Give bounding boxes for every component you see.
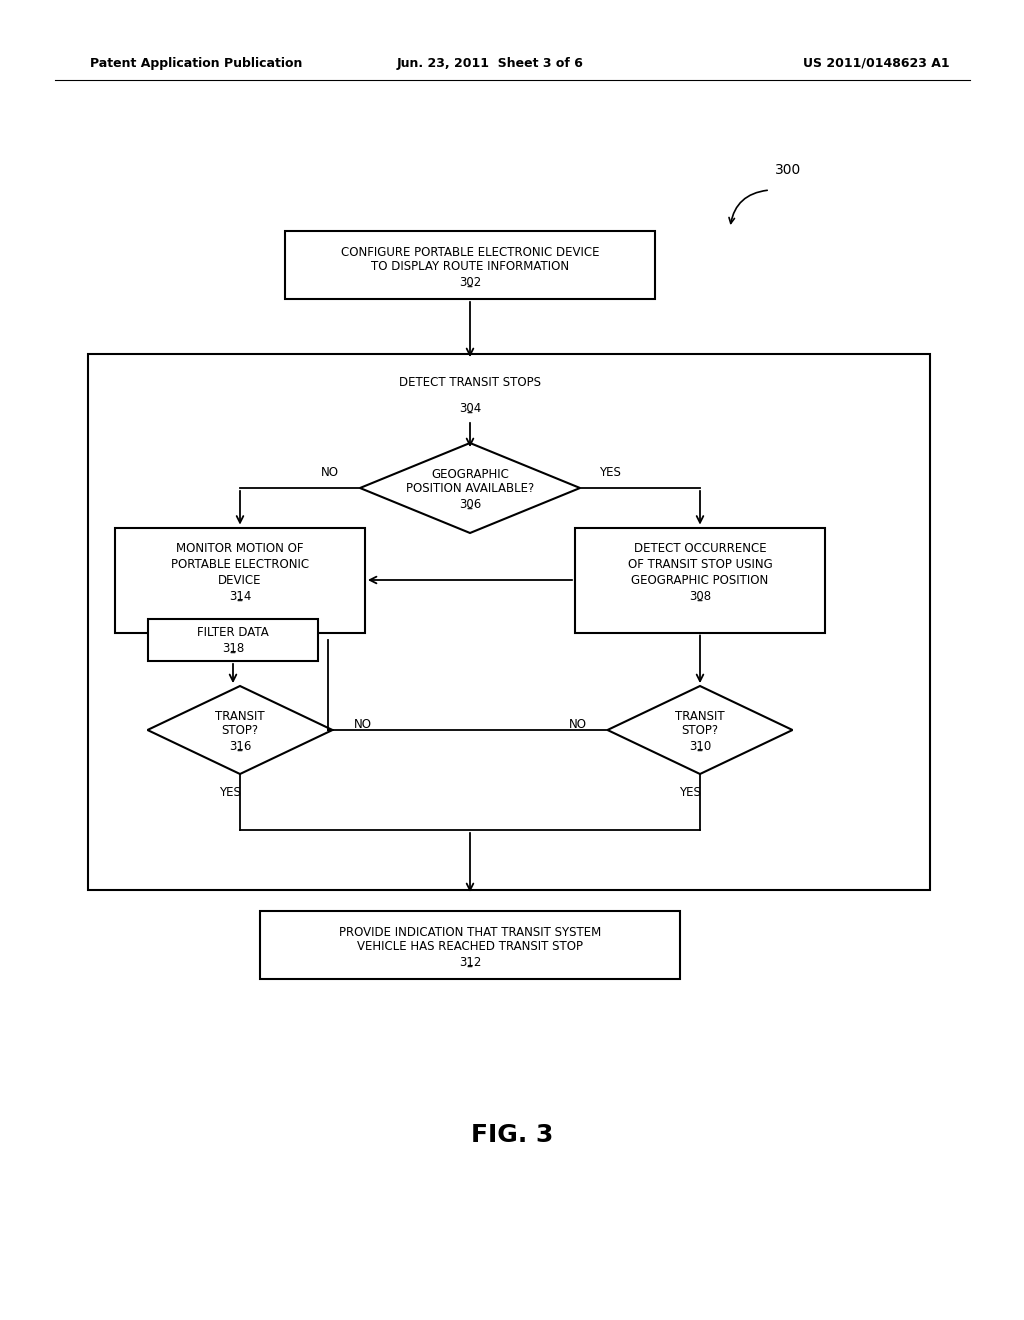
Text: YES: YES <box>599 466 621 479</box>
Text: GEOGRAPHIC POSITION: GEOGRAPHIC POSITION <box>632 573 769 586</box>
Text: VEHICLE HAS REACHED TRANSIT STOP: VEHICLE HAS REACHED TRANSIT STOP <box>357 940 583 953</box>
Text: MONITOR MOTION OF: MONITOR MOTION OF <box>176 541 304 554</box>
Bar <box>115 528 365 632</box>
Text: DETECT TRANSIT STOPS: DETECT TRANSIT STOPS <box>399 375 541 388</box>
Text: STOP?: STOP? <box>681 723 719 737</box>
Text: DETECT OCCURRENCE: DETECT OCCURRENCE <box>634 541 766 554</box>
FancyArrowPatch shape <box>729 190 767 223</box>
Text: YES: YES <box>679 785 701 799</box>
Text: 302: 302 <box>459 276 481 289</box>
Text: Patent Application Publication: Patent Application Publication <box>90 57 302 70</box>
Text: FIG. 3: FIG. 3 <box>471 1123 553 1147</box>
Text: GEOGRAPHIC: GEOGRAPHIC <box>431 467 509 480</box>
Polygon shape <box>607 686 793 774</box>
Text: POSITION AVAILABLE?: POSITION AVAILABLE? <box>406 482 535 495</box>
Text: 306: 306 <box>459 498 481 511</box>
Text: 316: 316 <box>228 739 251 752</box>
Text: 318: 318 <box>222 642 244 655</box>
Bar <box>285 231 655 300</box>
Text: 300: 300 <box>775 162 801 177</box>
Text: PORTABLE ELECTRONIC: PORTABLE ELECTRONIC <box>171 557 309 570</box>
Text: 314: 314 <box>228 590 251 602</box>
Text: OF TRANSIT STOP USING: OF TRANSIT STOP USING <box>628 557 772 570</box>
Polygon shape <box>360 444 580 533</box>
Text: 308: 308 <box>689 590 711 602</box>
Text: 304: 304 <box>459 401 481 414</box>
Text: 312: 312 <box>459 956 481 969</box>
Text: YES: YES <box>219 785 241 799</box>
Text: US 2011/0148623 A1: US 2011/0148623 A1 <box>804 57 950 70</box>
Polygon shape <box>147 686 333 774</box>
Text: STOP?: STOP? <box>221 723 259 737</box>
Bar <box>575 528 825 632</box>
Text: TO DISPLAY ROUTE INFORMATION: TO DISPLAY ROUTE INFORMATION <box>371 260 569 272</box>
Text: TRANSIT: TRANSIT <box>675 710 725 722</box>
Text: NO: NO <box>321 466 339 479</box>
Text: CONFIGURE PORTABLE ELECTRONIC DEVICE: CONFIGURE PORTABLE ELECTRONIC DEVICE <box>341 246 599 259</box>
Text: Jun. 23, 2011  Sheet 3 of 6: Jun. 23, 2011 Sheet 3 of 6 <box>396 57 584 70</box>
Bar <box>88 354 930 890</box>
Bar <box>260 911 680 979</box>
Text: FILTER DATA: FILTER DATA <box>198 626 269 639</box>
Bar <box>148 619 318 661</box>
Text: TRANSIT: TRANSIT <box>215 710 265 722</box>
Text: 310: 310 <box>689 739 711 752</box>
Text: NO: NO <box>353 718 372 731</box>
Text: DEVICE: DEVICE <box>218 573 262 586</box>
Text: NO: NO <box>568 718 587 731</box>
Text: PROVIDE INDICATION THAT TRANSIT SYSTEM: PROVIDE INDICATION THAT TRANSIT SYSTEM <box>339 925 601 939</box>
